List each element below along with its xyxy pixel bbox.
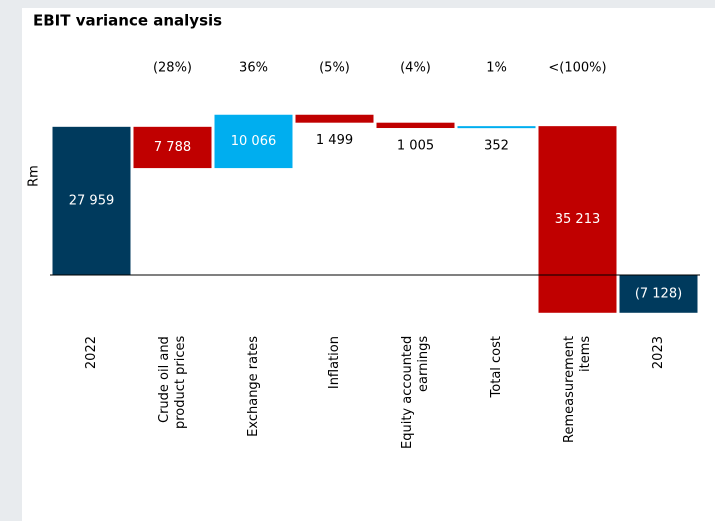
value-label: 7 788 (154, 140, 191, 155)
bar (619, 275, 698, 313)
percent-label: (5%) (319, 61, 350, 76)
value-label: 27 959 (69, 193, 115, 208)
x-tick-label: Exchange rates (245, 336, 261, 437)
percent-label: (28%) (153, 61, 192, 76)
bar (295, 114, 374, 123)
percent-label: <(100%) (548, 61, 606, 76)
value-label: 1 005 (397, 139, 434, 154)
x-tick-label: Crude oil and product prices (156, 336, 188, 430)
value-label: (7 128) (635, 286, 682, 301)
percent-label: 1% (486, 61, 507, 76)
bar (52, 126, 131, 276)
bar (457, 126, 536, 129)
chart-title: EBIT variance analysis (33, 12, 222, 30)
bar (214, 114, 293, 169)
x-tick-label: Inflation (326, 336, 342, 390)
value-label: 10 066 (231, 134, 277, 149)
value-label: 35 213 (555, 212, 601, 227)
value-label: 352 (484, 139, 509, 154)
percent-label: (4%) (400, 61, 431, 76)
bar (133, 126, 212, 169)
y-axis-label: Rm (27, 165, 42, 187)
x-tick-label: 2022 (83, 336, 99, 370)
x-tick-label: 2023 (650, 336, 666, 370)
percent-label: 36% (239, 61, 268, 76)
x-tick-label: Total cost (488, 336, 504, 398)
x-tick-label: Equity accounted earnings (399, 336, 431, 450)
bar (376, 122, 455, 129)
x-tick-label: Remeasurement items (561, 336, 593, 444)
bar (538, 126, 617, 313)
value-label: 1 499 (316, 133, 353, 148)
